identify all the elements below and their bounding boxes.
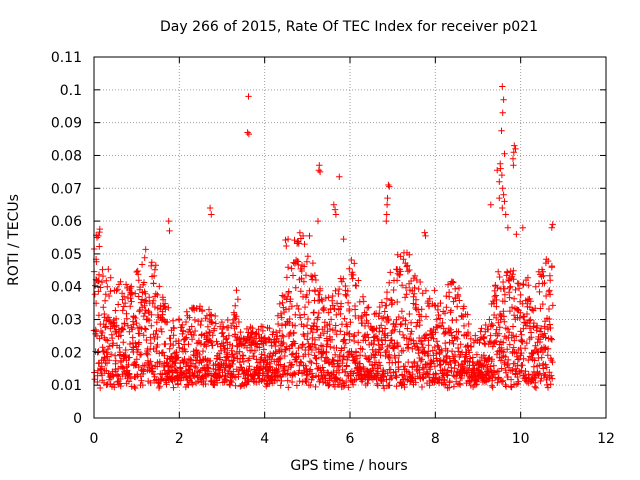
y-tick-label: 0.09	[51, 116, 82, 132]
y-tick-label: 0.02	[51, 345, 82, 361]
chart-title: Day 266 of 2015, Rate Of TEC Index for r…	[160, 19, 538, 35]
x-tick-label: 4	[260, 431, 269, 447]
y-tick-label: 0.08	[51, 148, 82, 164]
y-axis-label: ROTI / TECUs	[6, 194, 22, 286]
x-tick-labels: 0 2 4 6 8 10 12	[90, 431, 615, 447]
x-tick-label: 12	[597, 431, 615, 447]
y-tick-label: 0.07	[51, 181, 82, 197]
y-tick-label: 0.11	[51, 50, 82, 66]
y-tick-label: 0.01	[51, 378, 82, 394]
x-tick-label: 8	[431, 431, 440, 447]
y-tick-label: 0	[73, 411, 82, 427]
y-tick-label: 0.03	[51, 313, 82, 329]
x-tick-label: 6	[346, 431, 355, 447]
x-tick-label: 0	[90, 431, 99, 447]
y-tick-label: 0.06	[51, 214, 82, 230]
y-tick-label: 0.04	[51, 280, 82, 296]
y-tick-labels: 0 0.01 0.02 0.03 0.04 0.05 0.06 0.07 0.08 0.09 0.1…	[51, 50, 82, 427]
x-tick-label: 10	[512, 431, 530, 447]
axis-ticks	[93, 56, 607, 419]
x-tick-label: 2	[175, 431, 184, 447]
x-axis-label: GPS time / hours	[290, 458, 407, 474]
y-tick-label: 0.1	[60, 83, 82, 99]
y-tick-label: 0.05	[51, 247, 82, 263]
